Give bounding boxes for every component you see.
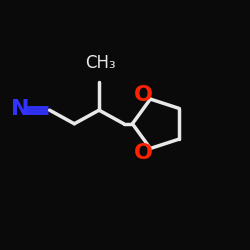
- Text: O: O: [134, 85, 153, 105]
- Text: N: N: [11, 99, 29, 119]
- Text: CH₃: CH₃: [85, 54, 116, 72]
- Text: O: O: [134, 143, 153, 163]
